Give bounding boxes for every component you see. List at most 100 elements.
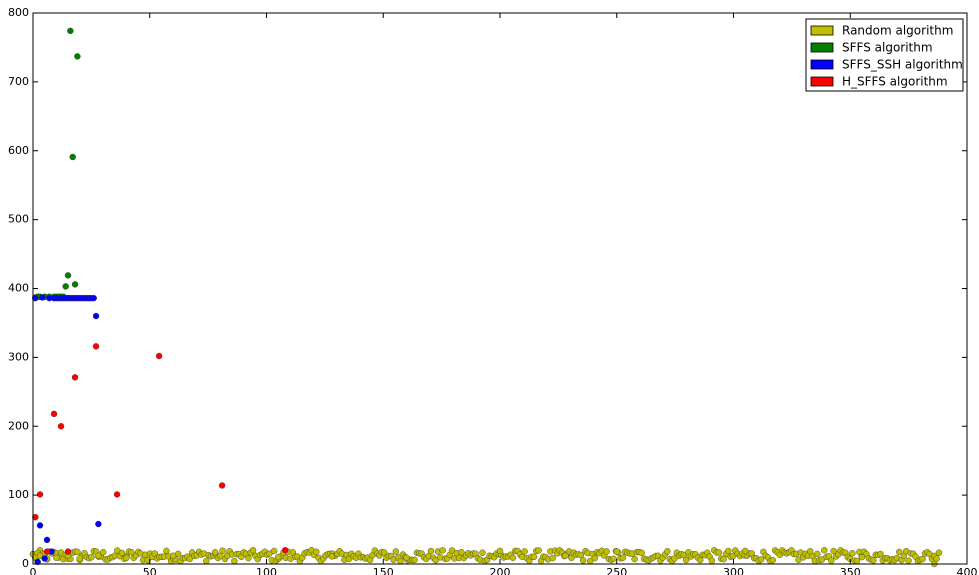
y-tick-label: 200 (8, 419, 29, 432)
data-point (671, 555, 678, 562)
data-point (281, 547, 289, 554)
data-point (53, 554, 60, 561)
data-point (509, 554, 517, 561)
data-point (163, 547, 170, 555)
data-point (877, 550, 884, 558)
x-tick-label: 350 (840, 566, 861, 575)
data-point (313, 548, 320, 555)
data-point (144, 557, 151, 564)
data-point (905, 557, 912, 564)
legend-label: H_SFFS algorithm (842, 75, 948, 89)
series-3 (32, 343, 289, 555)
data-point (496, 547, 504, 555)
data-point (71, 281, 79, 288)
data-point (392, 548, 400, 555)
data-point (870, 557, 877, 564)
series-0 (29, 547, 943, 568)
data-point (32, 294, 39, 302)
data-point (50, 410, 58, 418)
data-point (853, 557, 861, 565)
data-point (231, 557, 238, 565)
data-point (113, 491, 121, 498)
data-point (245, 554, 252, 562)
x-tick-label: 250 (606, 566, 627, 575)
data-point (591, 554, 599, 562)
data-point (32, 513, 39, 521)
data-point (74, 53, 81, 60)
data-point (92, 312, 100, 320)
data-point (933, 555, 940, 562)
data-point (708, 557, 716, 564)
data-point (74, 548, 81, 556)
axis-ticks: 0 50 100 150 200 250 300 350 400 0 100 200 300 400 500… (8, 6, 978, 575)
data-point (90, 294, 97, 302)
data-point (821, 547, 828, 554)
data-point (186, 555, 194, 563)
legend-swatch (810, 76, 834, 87)
data-point (169, 552, 177, 559)
data-point (211, 549, 219, 556)
data-point (696, 556, 704, 564)
data-point (664, 548, 671, 555)
data-point (403, 554, 410, 561)
x-tick-label: 50 (143, 566, 157, 575)
legend-label: SFFS algorithm (842, 41, 933, 55)
data-point (613, 548, 620, 555)
data-point (100, 549, 107, 556)
data-point (577, 551, 584, 559)
data-point (895, 548, 903, 556)
data-point (411, 556, 418, 564)
data-point (432, 556, 439, 564)
legend-label: SFFS_SSH algorithm (842, 58, 963, 72)
data-point (249, 547, 257, 554)
data-point (155, 352, 163, 360)
data-point (76, 555, 83, 562)
data-point (818, 556, 826, 563)
data-point (603, 548, 610, 555)
data-point (562, 552, 569, 559)
y-tick-label: 700 (8, 75, 29, 88)
data-point (36, 491, 44, 498)
data-point (682, 556, 690, 564)
data-point (530, 553, 538, 561)
y-tick-label: 600 (8, 144, 29, 157)
x-tick-label: 150 (373, 566, 394, 575)
data-point (69, 153, 76, 161)
y-tick-label: 800 (8, 6, 29, 19)
data-point (34, 558, 41, 566)
data-point (849, 550, 856, 557)
y-tick-label: 500 (8, 213, 29, 226)
data-points (29, 27, 943, 568)
data-point (218, 482, 226, 489)
data-point (814, 550, 821, 558)
data-point (270, 547, 278, 555)
data-point (741, 547, 749, 555)
data-point (521, 548, 528, 555)
data-point (427, 547, 435, 555)
data-point (638, 549, 645, 557)
series-2 (32, 294, 102, 566)
x-tick-label: 300 (723, 566, 744, 575)
data-point (39, 294, 46, 301)
data-point (568, 554, 575, 562)
x-tick-label: 100 (256, 566, 277, 575)
data-point (535, 547, 542, 554)
x-tick-label: 0 (30, 566, 37, 575)
data-point (64, 548, 72, 555)
x-tick-label: 400 (957, 566, 978, 575)
data-point (64, 272, 72, 279)
y-tick-label: 300 (8, 350, 29, 363)
data-point (610, 555, 617, 562)
data-point (219, 547, 226, 554)
x-tick-label: 200 (490, 566, 511, 575)
data-point (935, 549, 943, 556)
data-point (67, 27, 74, 35)
data-point (458, 549, 465, 556)
data-point (769, 556, 776, 564)
legend-swatch (810, 42, 834, 53)
data-point (725, 547, 732, 555)
data-point (41, 555, 48, 562)
data-point (274, 553, 282, 561)
